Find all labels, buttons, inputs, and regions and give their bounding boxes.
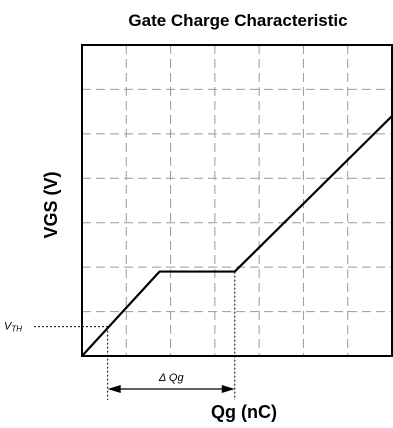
annotations: VTH Δ Qg — [4, 271, 236, 400]
grid-lines — [82, 45, 392, 356]
y-axis-label: VGS (V) — [41, 171, 61, 238]
series-line-vgs — [81, 115, 393, 357]
vth-label: VTH — [4, 321, 22, 334]
x-axis-label: Qg (nC) — [211, 402, 277, 422]
delta-qg-label: Δ Qg — [158, 372, 185, 384]
vth-label-subscript: TH — [11, 325, 22, 334]
chart-title: Gate Charge Characteristic — [128, 11, 347, 30]
plot-frame — [81, 44, 393, 357]
delta-arrow-head-right — [221, 385, 235, 393]
delta-arrow-head-left — [107, 385, 121, 393]
